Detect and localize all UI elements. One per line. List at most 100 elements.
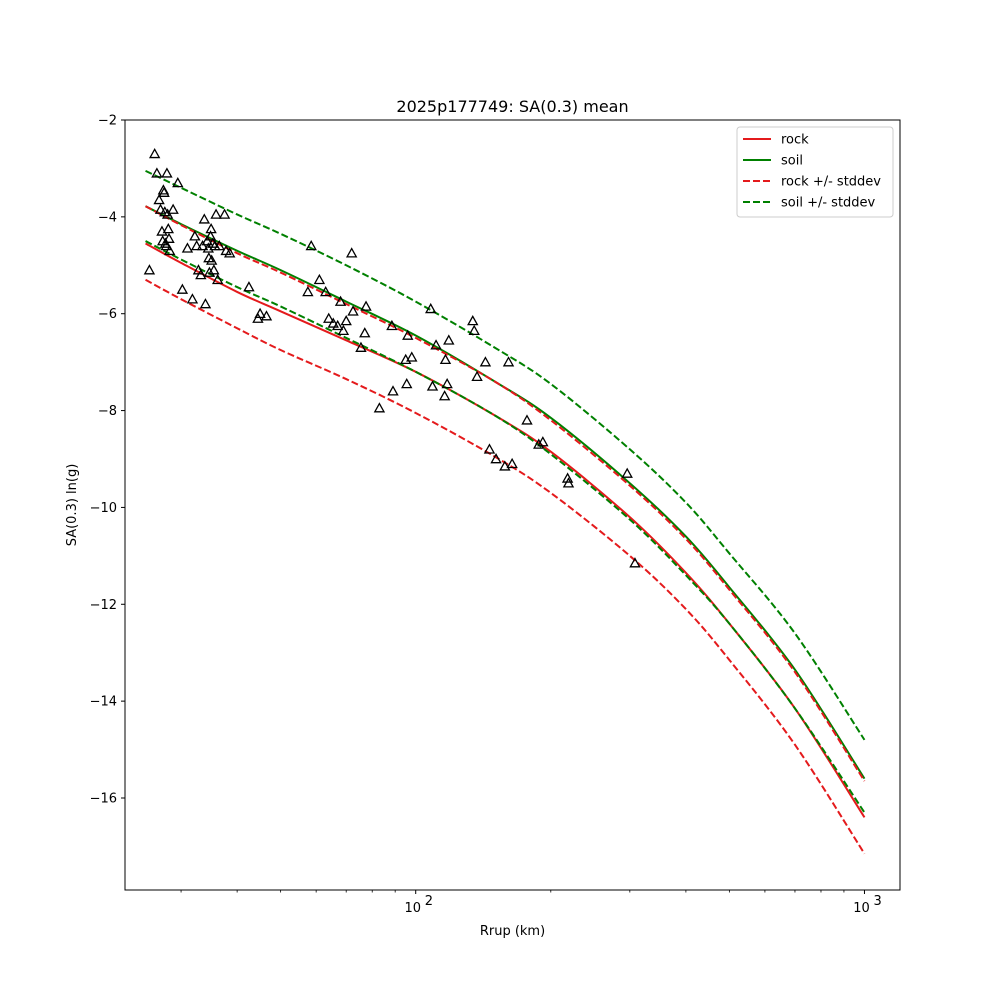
observation-point [490,453,502,464]
observation-point [345,247,358,258]
y-tick-label: −8 [98,404,117,419]
legend: rock soil rock +/- stddev soil +/- stddev [736,126,894,218]
y-tick-label: −12 [90,598,117,613]
legend-entry: soil [781,154,803,169]
x-tick-label: 10 [853,901,870,916]
observation-point [387,385,399,396]
observation-point [195,269,207,280]
observation-point [327,317,339,328]
observation-point [439,353,452,365]
y-tick-label: −14 [90,695,117,710]
observation-point [533,438,545,449]
observation-point [196,239,209,251]
observation-point [172,177,184,188]
observation-point [334,295,347,306]
observation-point [561,472,574,483]
observation-point [406,351,418,362]
y-tick-label: −2 [98,114,117,129]
observation-point [426,380,439,391]
observation-point [359,327,371,338]
observation-point [205,254,218,265]
observation-point [441,377,453,389]
observation-point [323,312,335,323]
observation-point [190,239,203,251]
observation-point [331,319,344,331]
observation-point [386,319,398,331]
observation-point [430,339,442,350]
observation-point [313,273,326,285]
observation-point [199,298,212,309]
observation-point [204,230,217,241]
observation-point [148,147,161,159]
series-line-3 [145,278,866,855]
observation-point [302,285,314,297]
observation-point [154,203,167,214]
observation-point [163,232,175,243]
x-tick-label: 10 [404,901,421,916]
observation-point [521,414,533,425]
observation-point [243,281,255,292]
observation-point [189,230,201,241]
observation-point [218,208,231,219]
observation-point [205,223,217,234]
observation-point [621,467,633,478]
observation-point [158,186,170,197]
observation-point [337,324,350,335]
y-tick-label: −16 [90,791,117,806]
observation-point [161,208,174,219]
series-line-4 [145,169,866,741]
observation-point [499,460,511,471]
observation-point [373,402,386,413]
x-tick-exponent: 2 [425,894,433,909]
observation-point [562,477,575,488]
observation-point [211,273,224,285]
observation-point [401,377,413,389]
observation-point [163,244,176,256]
y-tick-label: −10 [90,501,117,516]
observation-point [151,167,163,178]
legend-entry: rock [781,133,809,148]
observation-point [425,302,437,314]
observation-point [176,283,189,294]
observation-point [502,356,515,367]
observation-point [402,329,414,340]
observation-point [340,315,352,326]
observation-point [252,312,264,323]
observation-point [471,370,483,381]
y-axis-label: SA(0.3) ln(g) [65,464,80,547]
observation-point [468,324,480,335]
observation-point [223,247,236,258]
plot-frame [124,119,901,891]
observation-point [479,356,492,367]
series-line-2 [145,205,866,782]
observation-point [260,310,273,321]
y-tick-label: −6 [98,307,117,322]
observation-point [438,390,451,401]
x-axis-label: Rrup (km) [480,924,545,939]
observation-point [160,239,172,251]
observation-point [467,315,479,326]
observation-point [254,307,266,319]
observation-point [208,264,220,275]
observation-point [203,266,216,277]
plot-area [143,147,866,855]
legend-entry: rock +/- stddev [781,175,881,190]
observation-point [443,334,455,345]
observation-point [355,341,367,352]
observation-point [537,436,549,447]
observation-point [162,223,175,234]
observation-point [629,557,641,568]
chart-title: 2025p177749: SA(0.3) mean [396,97,628,116]
observation-point [181,242,194,253]
legend-entry: soil +/- stddev [781,196,876,211]
observation-point [483,443,496,454]
legend-box [736,126,894,218]
observation-point [347,305,359,316]
observation-point [213,239,225,251]
observation-point [143,264,156,275]
observation-point [207,237,219,248]
observation-point [153,193,165,205]
